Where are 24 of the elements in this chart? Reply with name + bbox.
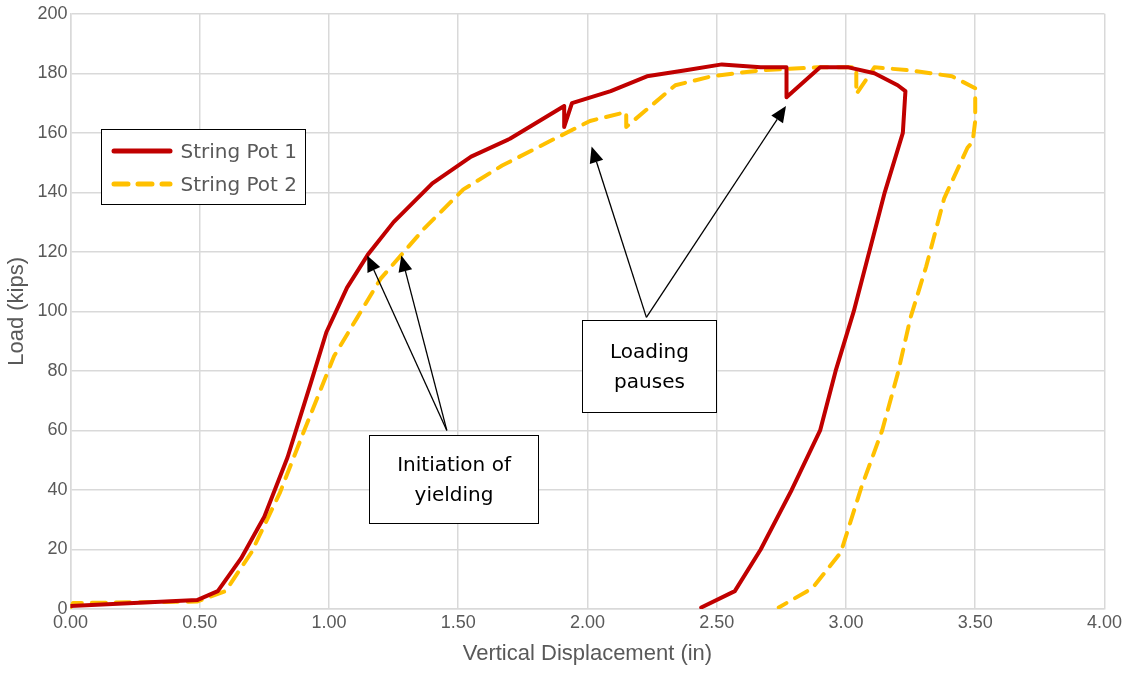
y-tick-label: 100 — [37, 300, 68, 321]
x-tick-label: 4.00 — [1086, 611, 1123, 632]
y-tick-label: 60 — [47, 419, 68, 440]
y-tick-label: 140 — [37, 181, 68, 202]
x-tick-label: 2.50 — [699, 611, 735, 632]
x-tick-label: 2.00 — [569, 611, 605, 632]
x-tick-label: 0.50 — [182, 611, 218, 632]
y-tick-label: 80 — [47, 359, 68, 380]
x-tick-label: 3.50 — [957, 611, 993, 632]
x-tick-label: 3.00 — [828, 611, 864, 632]
y-tick-label: 160 — [37, 121, 68, 142]
legend-label: String Pot 1 — [180, 138, 298, 163]
y-tick-label: 40 — [47, 478, 68, 499]
x-tick-label: 1.50 — [440, 611, 476, 632]
y-tick-label: 20 — [47, 538, 68, 559]
annotation: Loading pauses — [582, 319, 717, 414]
annotation: Initiation of yielding — [369, 434, 539, 524]
y-axis-title: Load (kips) — [3, 256, 29, 366]
y-tick-label: 120 — [37, 240, 68, 261]
legend-label: String Pot 2 — [180, 171, 298, 196]
x-tick-label: 1.00 — [311, 611, 347, 632]
y-tick-label: 180 — [37, 62, 68, 83]
y-tick-label: 200 — [37, 2, 68, 23]
x-axis-title: Vertical Displacement (in) — [462, 639, 713, 665]
